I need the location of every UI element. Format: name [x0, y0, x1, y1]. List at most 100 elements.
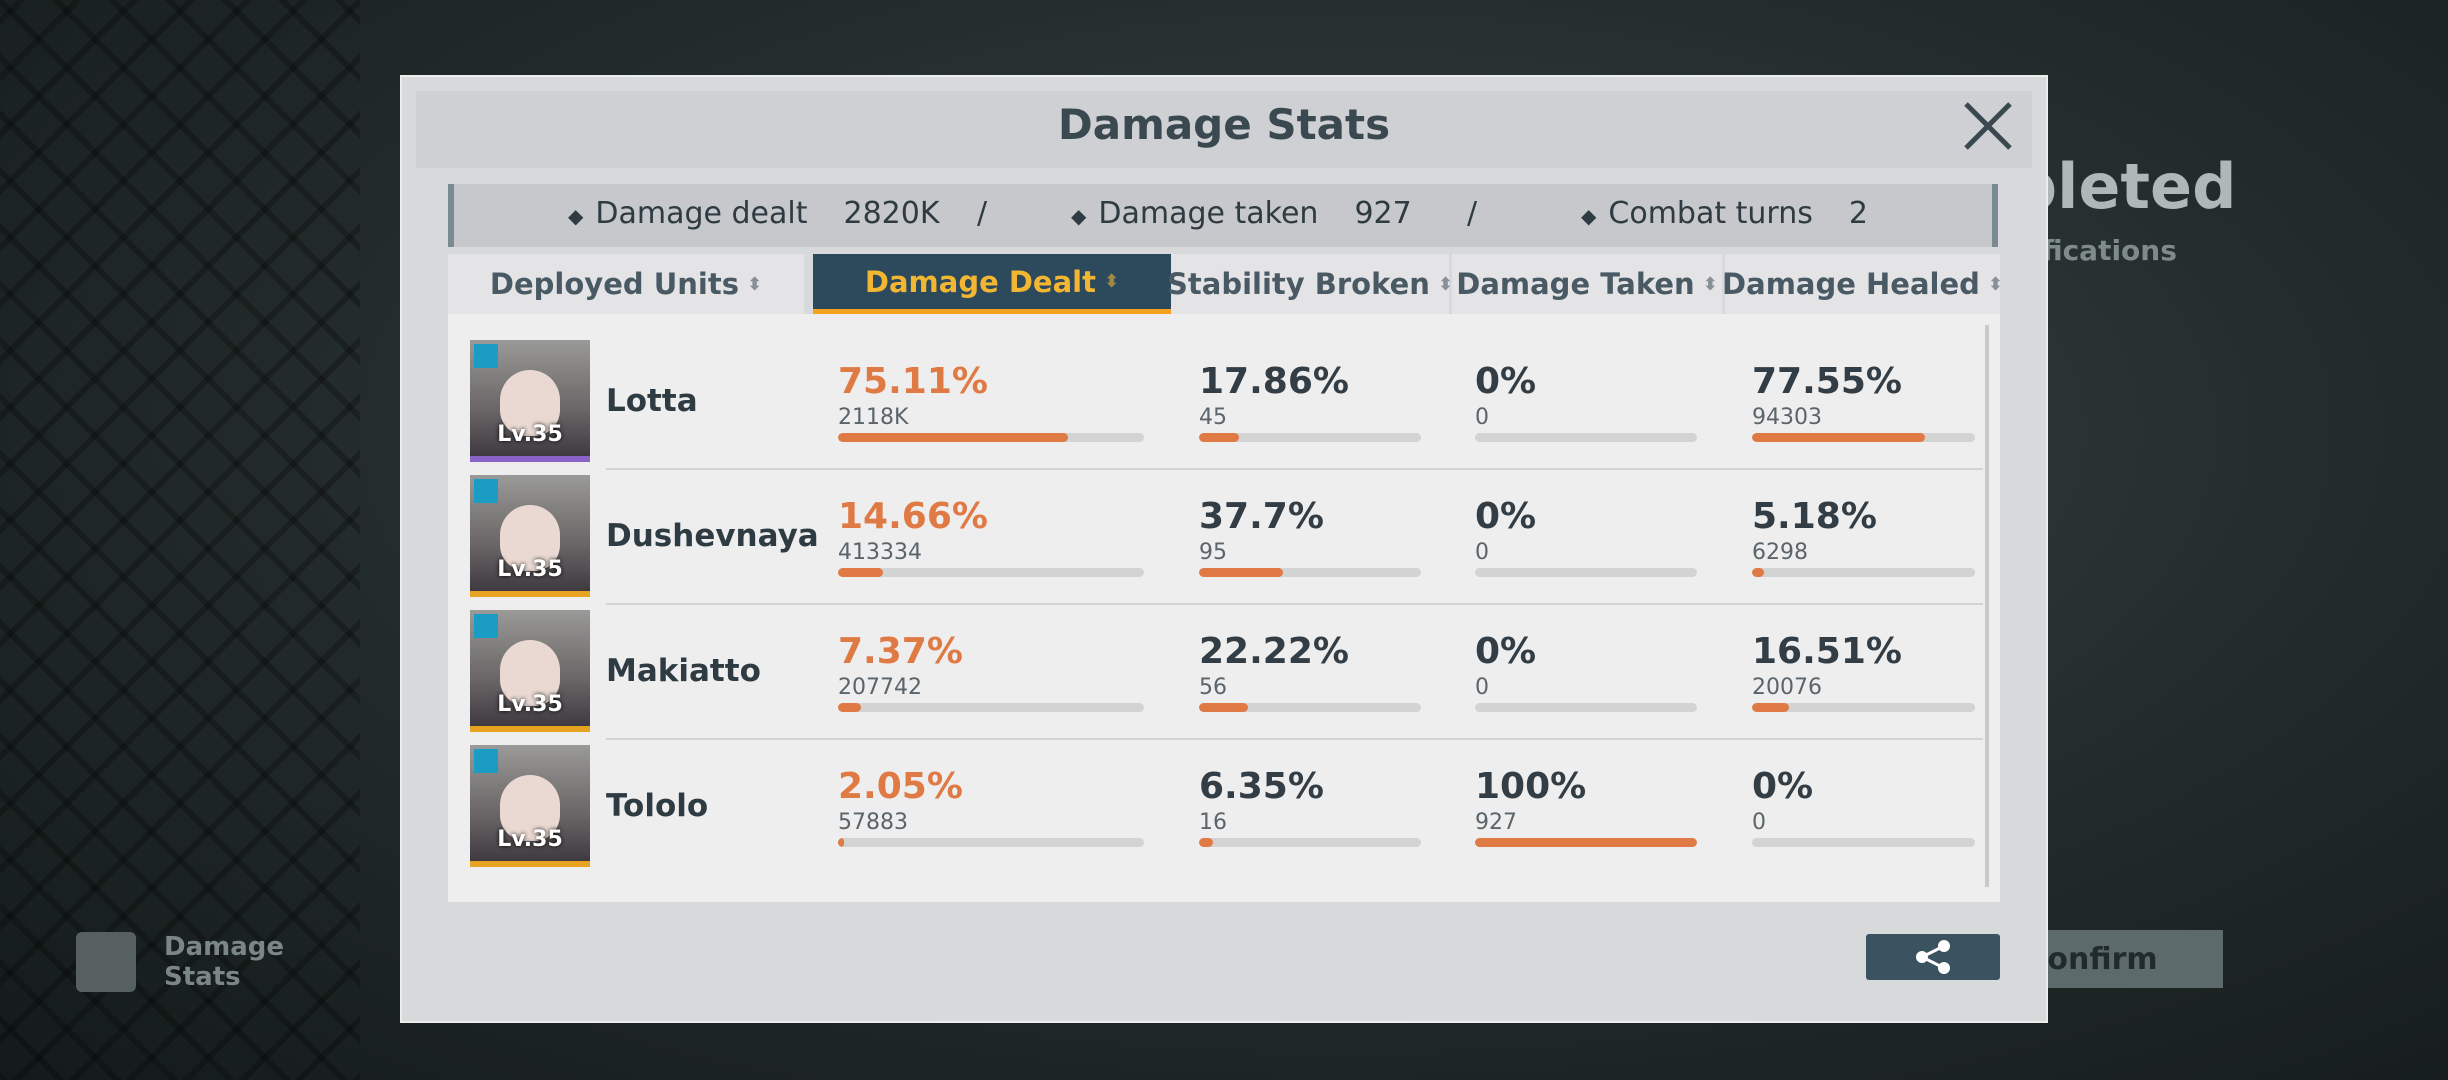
table-body [448, 314, 2000, 902]
amount-text: 0 [1475, 540, 1489, 565]
unit-name: Makiatto [606, 653, 761, 689]
bar-fill [838, 703, 861, 712]
summary-label: ◆ Damage taken [1071, 196, 1319, 231]
unit-name: Tololo [606, 788, 709, 824]
summary-value: 2 [1848, 196, 1868, 231]
amount-text: 0 [1752, 810, 1766, 835]
bar-track [1199, 703, 1421, 712]
share-text: 16.51% [1752, 631, 1902, 672]
share-text: 77.55% [1752, 361, 1902, 402]
sort-icon[interactable]: ⬍ [1987, 273, 2003, 295]
column-header-label: Stability Broken [1167, 267, 1430, 301]
column-header[interactable]: Damage Taken ⬍ [1452, 254, 1722, 314]
avatar-face [500, 505, 560, 571]
unit-name: Dushevnaya [606, 518, 819, 554]
avatar-face [500, 370, 560, 436]
sort-icon[interactable]: ⬍ [746, 273, 763, 295]
bar-fill [1475, 838, 1697, 847]
summary-bar [448, 184, 1998, 247]
amount-text: 16 [1199, 810, 1227, 835]
bar-track [1199, 838, 1421, 847]
amount-text: 0 [1475, 405, 1489, 430]
amount-text: 57883 [838, 810, 908, 835]
summary-label: ◆ Damage dealt [568, 196, 808, 231]
amount-text: 2118K [838, 405, 909, 430]
bar-fill [838, 568, 883, 577]
bar-track [1475, 703, 1697, 712]
avatar: Lv.35 [470, 340, 590, 462]
bar-fill [1752, 568, 1764, 577]
bar-track [1752, 433, 1975, 442]
avatar: Lv.35 [470, 475, 590, 597]
avatar: Lv.35 [470, 610, 590, 732]
share-text: 37.7% [1199, 496, 1324, 537]
share-text: 2.05% [838, 766, 963, 807]
level-badge: Lv.35 [497, 557, 563, 582]
sort-icon[interactable]: ⬍ [1103, 271, 1120, 292]
bar-track [1199, 433, 1421, 442]
column-header[interactable]: Stability Broken ⬍ [1167, 254, 1453, 314]
close-button[interactable] [1962, 100, 2014, 152]
column-header[interactable]: Damage Dealt ⬍ [813, 254, 1171, 314]
share-text: 22.22% [1199, 631, 1349, 672]
amount-text: 927 [1475, 810, 1517, 835]
summary-item: ◆ Damage taken 927 [1071, 196, 1412, 231]
share-text: 17.86% [1199, 361, 1349, 402]
role-icon [474, 344, 498, 368]
column-header-label: Deployed Units [489, 267, 739, 301]
avatar: Lv.35 [470, 745, 590, 867]
level-badge: Lv.35 [497, 827, 563, 852]
share-text: 0% [1475, 361, 1537, 402]
sort-icon[interactable]: ⬍ [1702, 273, 1718, 295]
bar-track [838, 838, 1144, 847]
summary-separator: / [1467, 196, 1478, 231]
bar-fill [1199, 838, 1214, 847]
column-header-label: Damage Dealt [864, 264, 1096, 299]
amount-text: 56 [1199, 675, 1227, 700]
bar-track [838, 568, 1144, 577]
column-header[interactable]: Damage Healed ⬍ [1722, 254, 2003, 314]
bar-track [1752, 703, 1975, 712]
shortcut-label[interactable]: Damage Stats [164, 932, 285, 992]
level-badge: Lv.35 [497, 422, 563, 447]
column-header[interactable]: Deployed Units ⬍ [448, 254, 804, 314]
shortcut-icon[interactable] [76, 932, 136, 992]
sort-icon[interactable]: ⬍ [1437, 273, 1454, 295]
amount-text: 95 [1199, 540, 1227, 565]
share-text: 14.66% [838, 496, 988, 537]
summary-item: ◆ Combat turns 2 [1581, 196, 1868, 231]
summary-value: 2820K [843, 196, 940, 231]
modal-title: Damage Stats [1057, 100, 1391, 149]
amount-text: 413334 [838, 540, 922, 565]
amount-text: 0 [1475, 675, 1489, 700]
share-text: 0% [1475, 496, 1537, 537]
bar-track [1475, 838, 1697, 847]
role-icon [474, 479, 498, 503]
bar-fill [838, 838, 845, 847]
bullet: ◆ [1071, 204, 1087, 228]
role-icon [474, 749, 498, 773]
column-header-label: Damage Taken [1456, 267, 1695, 301]
share-text: 6.35% [1199, 766, 1324, 807]
level-badge: Lv.35 [497, 692, 563, 717]
summary-value: 927 [1354, 196, 1412, 231]
bar-track [1199, 568, 1421, 577]
summary-label: ◆ Combat turns [1581, 196, 1813, 231]
summary-item: ◆ Damage dealt 2820K [568, 196, 940, 231]
column-header-label: Damage Healed [1722, 267, 1980, 301]
row-divider [606, 468, 1983, 470]
share-button[interactable] [1866, 934, 2000, 980]
share-text: 5.18% [1752, 496, 1877, 537]
amount-text: 6298 [1752, 540, 1808, 565]
bar-track [1752, 568, 1975, 577]
bar-fill [1752, 433, 1925, 442]
amount-text: 207742 [838, 675, 922, 700]
share-text: 100% [1475, 766, 1587, 807]
avatar-face [500, 775, 560, 841]
amount-text: 94303 [1752, 405, 1822, 430]
bullet: ◆ [1581, 204, 1597, 228]
scrollbar[interactable] [1985, 325, 1989, 887]
amount-text: 20076 [1752, 675, 1822, 700]
